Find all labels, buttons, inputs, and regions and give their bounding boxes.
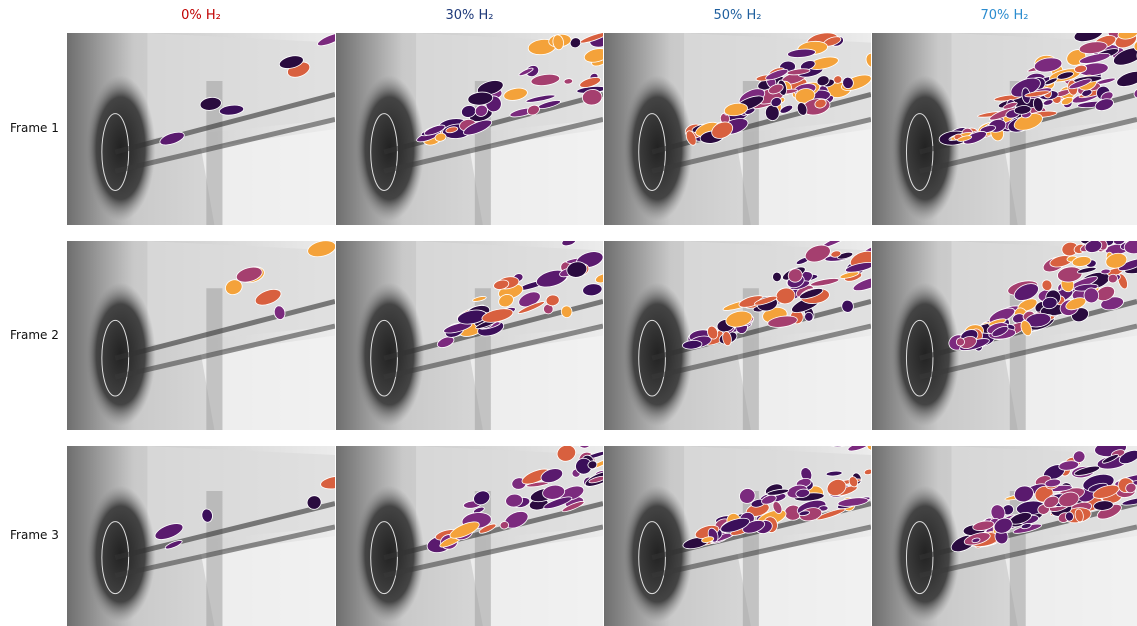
- image-panel: [67, 241, 335, 430]
- image-panel: [604, 33, 871, 225]
- column-header: 70% H₂: [872, 8, 1137, 23]
- column-header: 50% H₂: [604, 8, 871, 23]
- image-panel: [604, 446, 871, 626]
- row-label: Frame 1: [10, 121, 59, 135]
- image-panel: [336, 33, 603, 225]
- column-header: 0% H₂: [67, 8, 335, 23]
- image-panel: [872, 446, 1137, 626]
- image-panel: [336, 446, 603, 626]
- image-panel: [604, 241, 871, 430]
- image-panel: [872, 33, 1137, 225]
- column-header: 30% H₂: [336, 8, 603, 23]
- image-panel: [67, 446, 335, 626]
- image-panel: [67, 33, 335, 225]
- figure: 0% H₂30% H₂50% H₂70% H₂ Frame 1: [0, 0, 1137, 626]
- image-panel: [336, 241, 603, 430]
- row-label: Frame 3: [10, 528, 59, 542]
- row-label: Frame 2: [10, 328, 59, 342]
- image-panel: [872, 241, 1137, 430]
